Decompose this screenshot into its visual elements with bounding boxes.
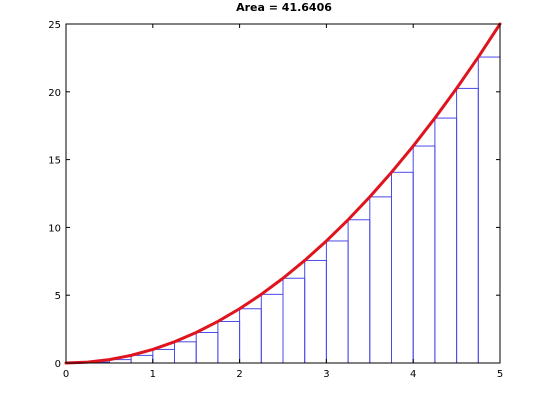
bar <box>412 145 436 364</box>
y-tick-label: 25 <box>48 20 61 31</box>
bar <box>130 354 154 364</box>
bar <box>325 240 349 364</box>
bar <box>260 293 284 364</box>
x-tick-label: 0 <box>63 369 69 380</box>
y-tick-label: 20 <box>48 88 61 99</box>
x-tick-label: 1 <box>150 369 156 380</box>
plot-frame <box>65 23 501 364</box>
curve-layer <box>64 22 502 365</box>
x-tick-label: 2 <box>236 369 242 380</box>
curve-line <box>64 22 502 365</box>
y-tick-label: 10 <box>48 223 61 234</box>
bar <box>217 320 241 364</box>
chart-title: Area = 41.6406 <box>236 1 332 14</box>
x-tick-label: 4 <box>410 369 416 380</box>
bar <box>477 56 501 364</box>
bar <box>304 259 327 364</box>
bar <box>369 196 392 364</box>
y-tick-label: 5 <box>55 291 61 302</box>
bar <box>347 219 371 364</box>
bar <box>195 331 219 364</box>
bar <box>282 277 306 364</box>
y-tick-label: 15 <box>48 156 61 167</box>
bar <box>391 171 414 364</box>
bar <box>434 117 458 364</box>
bar <box>239 308 262 364</box>
bar <box>174 341 197 364</box>
y-tick-label: 0 <box>55 359 61 370</box>
x-tick-label: 5 <box>497 369 503 380</box>
bar <box>456 87 479 364</box>
bar <box>152 348 176 364</box>
x-tick-label: 3 <box>323 369 329 380</box>
bars-layer <box>87 56 501 364</box>
ticks-layer: 0 1 2 3 4 5 0 5 10 15 20 25 <box>48 20 503 380</box>
